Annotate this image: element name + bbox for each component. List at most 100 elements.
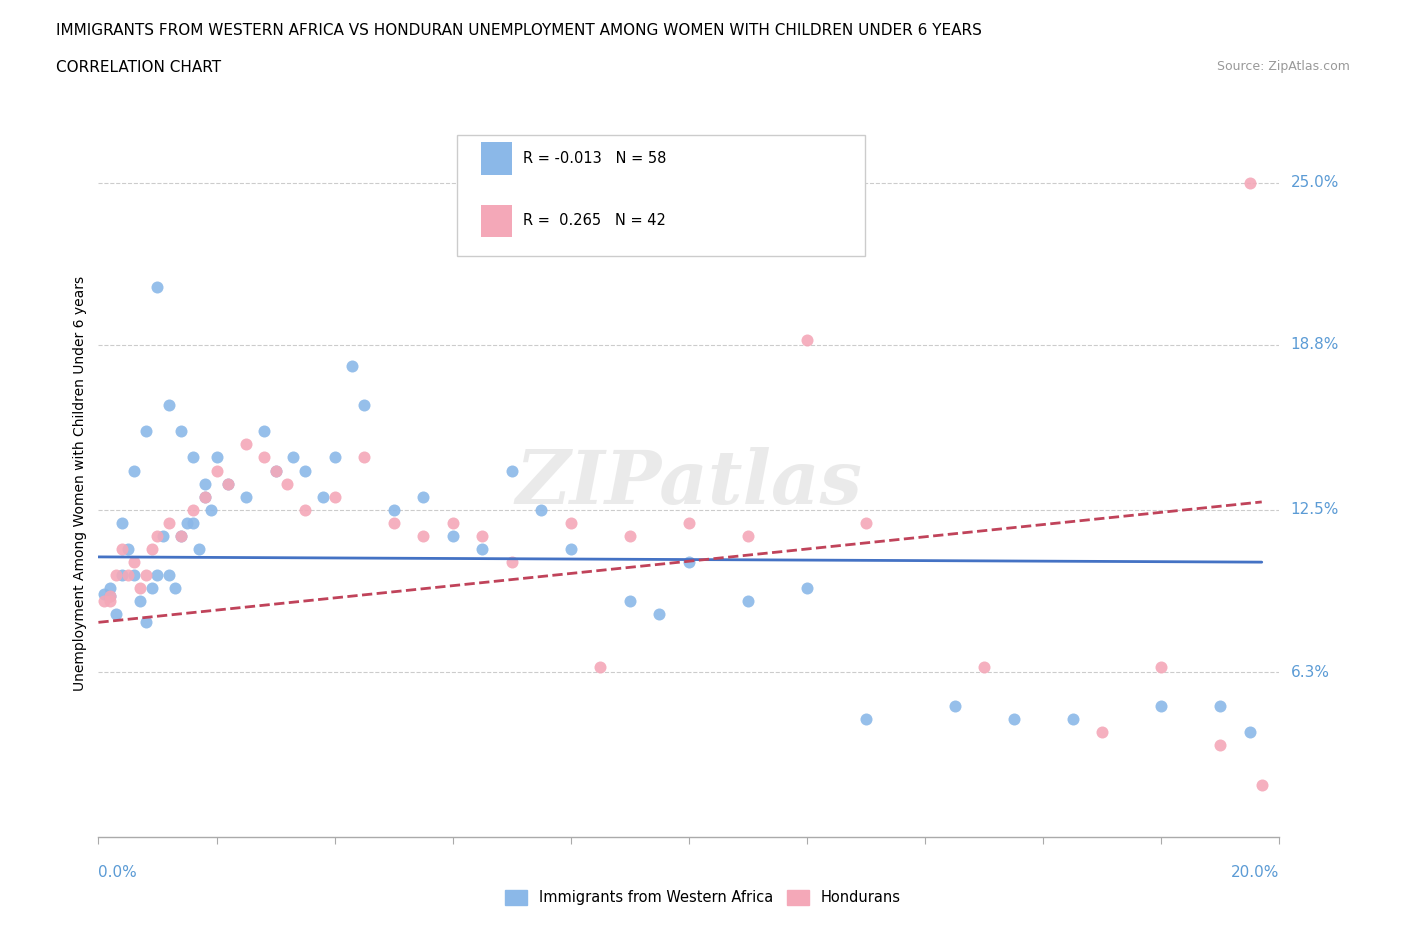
Point: [560, 515, 582, 530]
Point: [737, 594, 759, 609]
Text: IMMIGRANTS FROM WESTERN AFRICA VS HONDURAN UNEMPLOYMENT AMONG WOMEN WITH CHILDRE: IMMIGRANTS FROM WESTERN AFRICA VS HONDUR…: [56, 23, 983, 38]
Point: [98, 589, 121, 604]
Point: [1209, 737, 1232, 752]
Point: [128, 594, 150, 609]
Point: [170, 528, 193, 543]
Point: [146, 568, 169, 583]
Point: [353, 450, 375, 465]
Point: [194, 489, 217, 504]
Point: [135, 615, 157, 630]
Point: [1239, 724, 1261, 739]
Point: [141, 581, 163, 596]
Point: [530, 502, 553, 517]
Text: Source: ZipAtlas.com: Source: ZipAtlas.com: [1216, 60, 1350, 73]
Point: [441, 515, 464, 530]
Text: 0.0%: 0.0%: [98, 865, 138, 881]
Point: [194, 476, 217, 491]
Text: 25.0%: 25.0%: [1291, 175, 1339, 190]
Point: [1209, 698, 1232, 713]
Point: [200, 502, 222, 517]
Point: [353, 398, 375, 413]
Point: [235, 489, 257, 504]
Point: [105, 607, 128, 622]
Point: [98, 589, 121, 604]
Text: ZIPatlas: ZIPatlas: [516, 447, 862, 520]
Point: [501, 554, 523, 569]
Point: [283, 450, 305, 465]
Point: [589, 659, 612, 674]
Point: [117, 568, 139, 583]
Point: [276, 476, 298, 491]
Point: [737, 528, 759, 543]
Point: [170, 424, 193, 439]
Point: [146, 528, 169, 543]
Point: [560, 541, 582, 556]
Point: [1091, 724, 1114, 739]
Point: [165, 581, 187, 596]
Point: [412, 528, 434, 543]
Point: [170, 528, 193, 543]
Point: [1239, 175, 1261, 190]
Point: [111, 568, 134, 583]
Point: [253, 424, 276, 439]
Text: 18.8%: 18.8%: [1291, 338, 1339, 352]
Point: [294, 463, 316, 478]
Legend: Immigrants from Western Africa, Hondurans: Immigrants from Western Africa, Honduran…: [499, 884, 907, 911]
Point: [253, 450, 276, 465]
Point: [157, 568, 180, 583]
Point: [855, 711, 877, 726]
Point: [648, 607, 671, 622]
Text: CORRELATION CHART: CORRELATION CHART: [56, 60, 221, 75]
Text: R = -0.013   N = 58: R = -0.013 N = 58: [523, 151, 666, 166]
Point: [412, 489, 434, 504]
Point: [1150, 659, 1173, 674]
Point: [796, 581, 818, 596]
Point: [146, 280, 169, 295]
Point: [264, 463, 287, 478]
Point: [1250, 777, 1272, 792]
Point: [294, 502, 316, 517]
Point: [471, 541, 494, 556]
Point: [235, 437, 257, 452]
Point: [194, 489, 217, 504]
Point: [205, 463, 228, 478]
Point: [111, 515, 134, 530]
Point: [176, 515, 198, 530]
Point: [111, 541, 134, 556]
Point: [98, 594, 121, 609]
Point: [619, 594, 641, 609]
Point: [135, 424, 157, 439]
Point: [117, 541, 139, 556]
Point: [217, 476, 239, 491]
Text: 12.5%: 12.5%: [1291, 502, 1339, 517]
Point: [217, 476, 239, 491]
Point: [1150, 698, 1173, 713]
Point: [342, 358, 364, 373]
Point: [264, 463, 287, 478]
Point: [187, 541, 209, 556]
Point: [105, 568, 128, 583]
Point: [93, 586, 115, 601]
Point: [471, 528, 494, 543]
Point: [382, 502, 405, 517]
Point: [152, 528, 174, 543]
Point: [135, 568, 157, 583]
Text: R =  0.265   N = 42: R = 0.265 N = 42: [523, 213, 666, 229]
Point: [122, 568, 145, 583]
Point: [973, 659, 995, 674]
Point: [501, 463, 523, 478]
Point: [157, 515, 180, 530]
Point: [323, 489, 346, 504]
Text: 6.3%: 6.3%: [1291, 665, 1330, 680]
Point: [619, 528, 641, 543]
Point: [1002, 711, 1025, 726]
Point: [141, 541, 163, 556]
Point: [93, 594, 115, 609]
Point: [128, 581, 150, 596]
Point: [382, 515, 405, 530]
Point: [312, 489, 335, 504]
Point: [98, 581, 121, 596]
Point: [181, 450, 204, 465]
Point: [855, 515, 877, 530]
Point: [122, 463, 145, 478]
